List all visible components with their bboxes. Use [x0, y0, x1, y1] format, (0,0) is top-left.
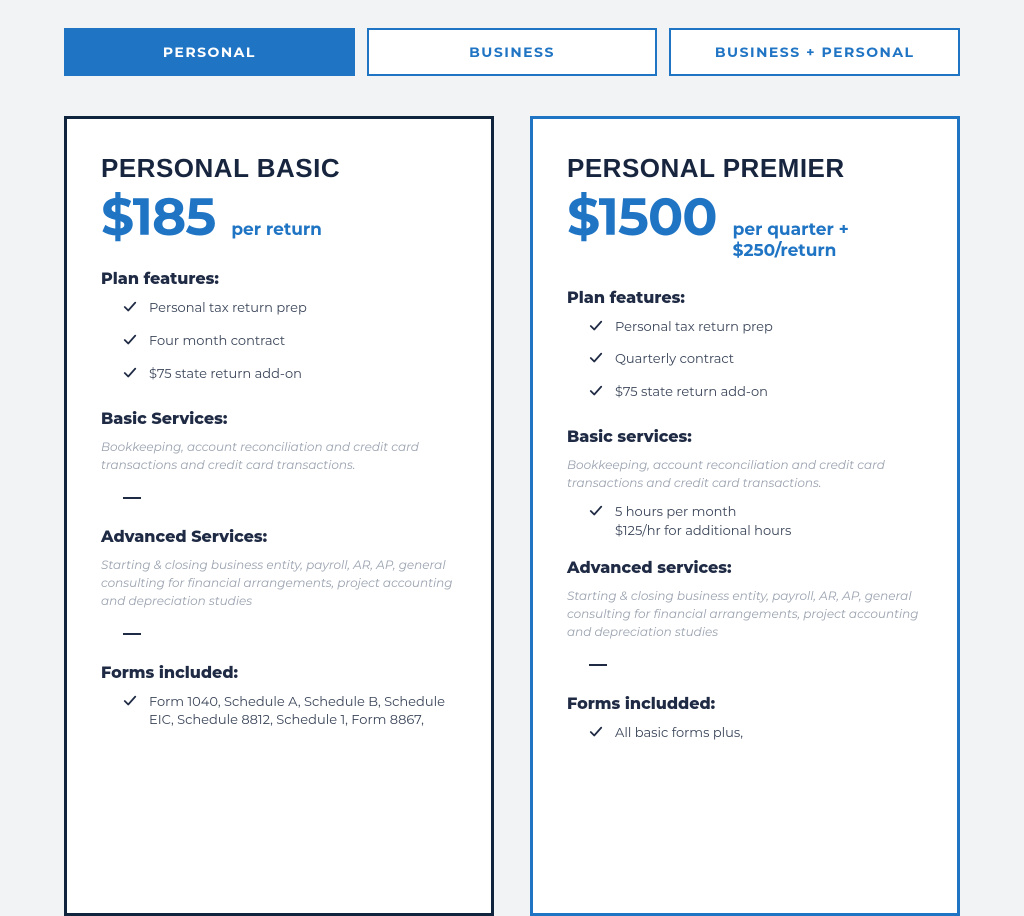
- features-list: Personal tax return prep Quarterly contr…: [567, 318, 923, 403]
- plan-card-premier: PERSONAL PREMIER $1500 per quarter + $25…: [530, 116, 960, 916]
- price-row: $1500 per quarter + $250/return: [567, 192, 923, 263]
- basic-services-text: 5 hours per month $125/hr for additional…: [615, 503, 791, 541]
- tab-business[interactable]: BUSINESS: [367, 28, 658, 76]
- advanced-services-heading: Advanced services:: [567, 559, 923, 578]
- price-unit: per quarter + $250/return: [733, 220, 923, 263]
- forms-heading: Forms included:: [101, 664, 457, 683]
- price-row: $185 per return: [101, 192, 457, 244]
- feature-text: Four month contract: [149, 332, 285, 351]
- pricing-page: PERSONAL BUSINESS BUSINESS + PERSONAL PE…: [0, 0, 1024, 916]
- basic-services-desc: Bookkeeping, account reconciliation and …: [567, 457, 923, 493]
- check-icon: [589, 351, 603, 365]
- price-unit: per return: [231, 220, 322, 241]
- basic-services-item: 5 hours per month $125/hr for additional…: [589, 503, 923, 541]
- check-icon: [123, 694, 137, 708]
- dash-indicator: [101, 485, 457, 504]
- forms-list: Form 1040, Schedule A, Schedule B, Sched…: [101, 693, 457, 731]
- forms-text: Form 1040, Schedule A, Schedule B, Sched…: [149, 693, 457, 731]
- check-icon: [123, 333, 137, 347]
- feature-item: $75 state return add-on: [123, 365, 457, 384]
- basic-services-heading: Basic services:: [567, 428, 923, 447]
- feature-item: Personal tax return prep: [123, 299, 457, 318]
- plan-category-tabs: PERSONAL BUSINESS BUSINESS + PERSONAL: [64, 28, 960, 76]
- tab-personal[interactable]: PERSONAL: [64, 28, 355, 76]
- price-amount: $1500: [567, 192, 717, 244]
- feature-text: Personal tax return prep: [149, 299, 307, 318]
- basic-services-list: 5 hours per month $125/hr for additional…: [567, 503, 923, 541]
- dash-indicator: [567, 652, 923, 671]
- check-icon: [589, 725, 603, 739]
- forms-heading: Forms includded:: [567, 695, 923, 714]
- check-icon: [589, 319, 603, 333]
- plan-title: PERSONAL PREMIER: [567, 153, 923, 184]
- price-amount: $185: [101, 192, 215, 244]
- check-icon: [589, 504, 603, 518]
- forms-text: All basic forms plus,: [615, 724, 743, 743]
- check-icon: [123, 366, 137, 380]
- forms-item: Form 1040, Schedule A, Schedule B, Sched…: [123, 693, 457, 731]
- advanced-services-heading: Advanced Services:: [101, 528, 457, 547]
- basic-services-desc: Bookkeeping, account reconciliation and …: [101, 439, 457, 475]
- pricing-cards: PERSONAL BASIC $185 per return Plan feat…: [64, 116, 960, 916]
- plan-title: PERSONAL BASIC: [101, 153, 457, 184]
- feature-text: Personal tax return prep: [615, 318, 773, 337]
- features-list: Personal tax return prep Four month cont…: [101, 299, 457, 384]
- feature-item: $75 state return add-on: [589, 383, 923, 402]
- check-icon: [589, 384, 603, 398]
- feature-text: $75 state return add-on: [615, 383, 768, 402]
- plan-card-basic: PERSONAL BASIC $185 per return Plan feat…: [64, 116, 494, 916]
- advanced-services-desc: Starting & closing business entity, payr…: [101, 557, 457, 611]
- tab-business-personal[interactable]: BUSINESS + PERSONAL: [669, 28, 960, 76]
- feature-item: Personal tax return prep: [589, 318, 923, 337]
- feature-text: Quarterly contract: [615, 350, 734, 369]
- feature-text: $75 state return add-on: [149, 365, 302, 384]
- feature-item: Four month contract: [123, 332, 457, 351]
- features-heading: Plan features:: [101, 270, 457, 289]
- feature-item: Quarterly contract: [589, 350, 923, 369]
- advanced-services-desc: Starting & closing business entity, payr…: [567, 588, 923, 642]
- forms-list: All basic forms plus,: [567, 724, 923, 743]
- forms-item: All basic forms plus,: [589, 724, 923, 743]
- basic-services-heading: Basic Services:: [101, 410, 457, 429]
- features-heading: Plan features:: [567, 289, 923, 308]
- dash-indicator: [101, 621, 457, 640]
- check-icon: [123, 300, 137, 314]
